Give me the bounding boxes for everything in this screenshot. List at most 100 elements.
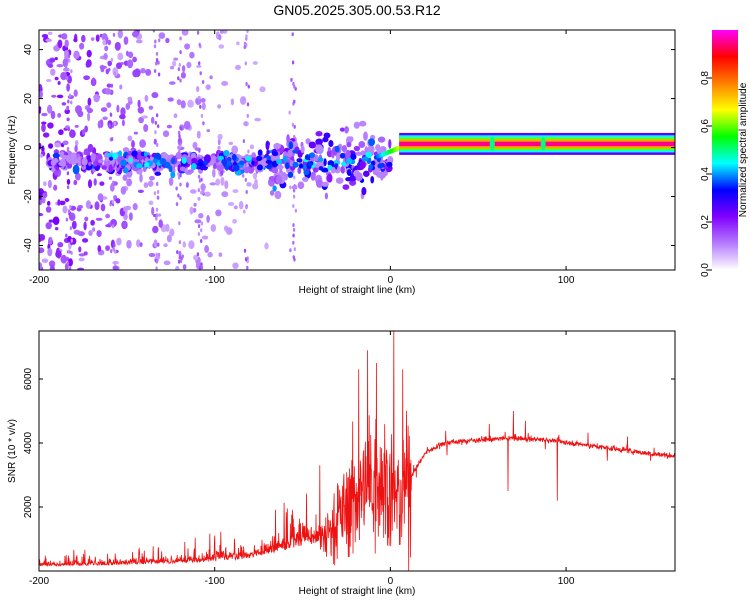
noise-speckle (87, 97, 92, 106)
y-tick-label: 6000 (23, 367, 34, 390)
noise-speckle (41, 123, 46, 133)
track-knot (128, 158, 133, 163)
noise-speckle (59, 200, 66, 206)
noise-streak (245, 205, 248, 210)
noise-speckle (77, 231, 85, 237)
noise-streak (112, 32, 116, 37)
noise-streak (157, 60, 160, 65)
noise-streak (153, 44, 157, 49)
track-knot (334, 145, 340, 153)
track-blob (326, 149, 333, 158)
noise-streak (245, 190, 248, 194)
noise-speckle (64, 108, 71, 115)
noise-speckle (81, 128, 86, 136)
track-blob (50, 159, 56, 166)
noise-speckle (158, 32, 166, 39)
carrier-line-band (399, 141, 675, 147)
snr-x-axis: -200 -100 0 100 (29, 331, 575, 587)
noise-streak (111, 224, 115, 229)
track-knot (154, 171, 162, 176)
snr-y-label: SNR (10 * v/v) (7, 419, 18, 483)
noise-speckle (100, 107, 108, 112)
noise-streak (157, 124, 160, 129)
noise-speckle (104, 45, 109, 52)
track-blob (52, 153, 60, 158)
noise-streak (70, 238, 74, 243)
noise-speckle (73, 38, 78, 43)
noise-speckle (74, 140, 79, 146)
noise-speckle (57, 242, 64, 248)
noise-speckle (87, 143, 94, 153)
track-knot (304, 154, 311, 161)
spectrogram-plot-area (39, 30, 675, 270)
track-knot (244, 156, 252, 162)
noise-speckle (254, 117, 261, 122)
track-blob (291, 185, 298, 190)
noise-streak (177, 76, 180, 81)
noise-streak (154, 120, 157, 125)
noise-streak (243, 209, 246, 214)
noise-speckle (132, 30, 139, 38)
noise-streak (177, 259, 181, 264)
track-blob (370, 175, 375, 184)
track-blob (300, 145, 305, 154)
noise-streak (64, 65, 68, 70)
noise-speckle (196, 130, 201, 139)
track-blob (58, 161, 66, 167)
noise-speckle (196, 64, 202, 68)
noise-streak (69, 205, 72, 209)
noise-streak (179, 126, 182, 131)
noise-streak (198, 148, 201, 153)
noise-speckle (143, 123, 149, 133)
noise-streak (200, 265, 204, 270)
noise-speckle (66, 117, 70, 122)
noise-speckle (120, 186, 127, 195)
noise-speckle (176, 99, 182, 106)
noise-speckle (108, 176, 113, 180)
track-blob (315, 138, 323, 146)
track-blob (288, 141, 294, 150)
noise-speckle (219, 30, 224, 34)
noise-speckle (93, 94, 100, 103)
noise-speckle (93, 178, 97, 186)
noise-speckle (41, 112, 48, 117)
noise-speckle (115, 198, 121, 204)
noise-speckle (169, 81, 176, 85)
noise-speckle (66, 178, 71, 185)
noise-speckle (207, 251, 213, 258)
track-knot (106, 152, 113, 158)
track-knot (308, 152, 316, 159)
track-knot (334, 163, 339, 168)
noise-speckle (151, 92, 159, 99)
noise-speckle (86, 107, 94, 114)
noise-speckle (189, 189, 197, 194)
noise-streak (111, 123, 115, 128)
noise-streak (198, 42, 201, 47)
noise-streak (198, 178, 202, 183)
track-knot (341, 161, 347, 167)
noise-streak (247, 84, 250, 89)
noise-speckle (231, 145, 239, 155)
noise-streak (291, 60, 295, 65)
noise-streak (113, 243, 116, 248)
track-blob (296, 158, 303, 163)
track-blob (274, 190, 282, 200)
noise-speckle (152, 225, 159, 234)
noise-speckle (60, 254, 68, 264)
track-blob (142, 165, 147, 173)
noise-streak (292, 194, 296, 199)
noise-speckle (148, 252, 156, 258)
noise-speckle (127, 59, 134, 69)
noise-speckle (217, 104, 222, 109)
noise-streak (177, 130, 181, 135)
track-knot (307, 161, 313, 167)
noise-speckle (122, 174, 128, 181)
track-knot (282, 155, 288, 163)
noise-streak (288, 110, 291, 115)
track-blob (88, 161, 92, 167)
track-blob (61, 154, 67, 159)
noise-streak (112, 246, 115, 251)
noise-speckle (151, 206, 155, 216)
noise-speckle (218, 252, 223, 257)
noise-streak (68, 58, 71, 63)
